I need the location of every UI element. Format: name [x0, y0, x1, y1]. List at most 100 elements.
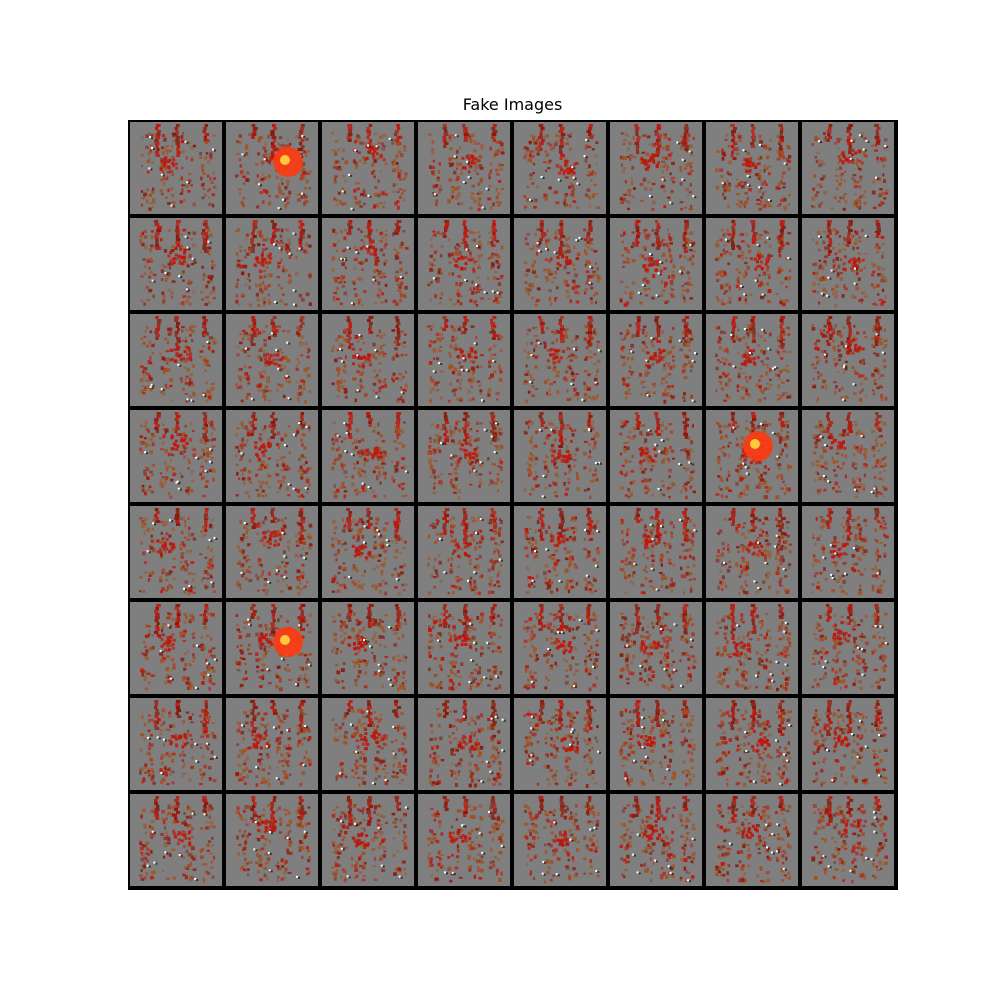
generated-image-tile: [802, 410, 894, 502]
tile-texture: [331, 796, 409, 883]
generated-image-tile: [706, 218, 798, 310]
generated-image-tile: [226, 410, 318, 502]
tile-texture: [619, 412, 696, 500]
generated-image-tile: [322, 218, 414, 310]
generated-image-tile: [514, 698, 606, 790]
tile-texture: [427, 220, 504, 307]
generated-image-tile: [418, 410, 510, 502]
tile-texture: [715, 700, 793, 787]
figure-title: Fake Images: [462, 95, 563, 114]
tile-texture: [235, 124, 313, 211]
tile-texture: [140, 124, 217, 212]
generated-image-tile: [706, 314, 798, 406]
tile-texture: [524, 508, 601, 595]
tile-texture: [811, 316, 888, 403]
tile-texture: [139, 700, 218, 786]
tile-texture: [715, 220, 792, 307]
generated-image-tile: [706, 794, 798, 886]
tile-texture: [427, 412, 504, 500]
generated-image-tile: [322, 794, 414, 886]
tile-texture: [811, 796, 889, 884]
tile-texture: [235, 700, 312, 788]
tile-texture: [715, 604, 792, 692]
tile-texture: [811, 508, 889, 596]
generated-image-tile: [610, 698, 702, 790]
tile-texture: [811, 124, 889, 211]
tile-texture: [139, 316, 217, 403]
tile-texture: [715, 124, 792, 211]
tile-texture: [235, 412, 313, 499]
tile-texture: [715, 412, 793, 500]
tile-texture: [331, 220, 409, 307]
tile-texture: [619, 604, 697, 691]
generated-image-tile: [706, 698, 798, 790]
generated-image-tile: [514, 218, 606, 310]
generated-image-tile: [706, 506, 798, 598]
generated-image-tile: [322, 602, 414, 694]
generated-image-tile: [130, 506, 222, 598]
tile-texture: [715, 316, 793, 403]
generated-image-tile: [418, 506, 510, 598]
generated-image-tile: [802, 122, 894, 214]
tile-texture: [811, 412, 888, 499]
tile-texture: [428, 700, 506, 788]
generated-image-tile: [610, 506, 702, 598]
tile-texture: [139, 796, 216, 883]
generated-image-tile: [802, 218, 894, 310]
generated-image-tile: [802, 314, 894, 406]
generated-image-tile: [610, 314, 702, 406]
generated-image-tile: [418, 218, 510, 310]
generated-image-tile: [130, 602, 222, 694]
generated-image-tile: [322, 410, 414, 502]
generated-image-tile: [418, 794, 510, 886]
tile-texture: [619, 508, 698, 595]
tile-texture: [235, 796, 312, 882]
generated-image-tile: [226, 122, 318, 214]
generated-image-tile: [226, 218, 318, 310]
image-grid: [128, 120, 898, 890]
generated-image-tile: [514, 314, 606, 406]
tile-texture: [331, 604, 408, 692]
generated-image-tile: [610, 794, 702, 886]
generated-image-tile: [514, 506, 606, 598]
tile-texture: [427, 796, 505, 883]
generated-image-tile: [226, 698, 318, 790]
generated-image-tile: [418, 698, 510, 790]
generated-image-tile: [802, 602, 894, 694]
generated-image-tile: [610, 410, 702, 502]
generated-image-tile: [706, 410, 798, 502]
generated-image-tile: [802, 794, 894, 886]
tile-texture: [523, 604, 600, 692]
generated-image-tile: [226, 314, 318, 406]
generated-image-tile: [322, 698, 414, 790]
generated-image-tile: [130, 218, 222, 310]
tile-texture: [523, 412, 602, 500]
tile-texture: [715, 508, 793, 595]
tile-texture: [619, 316, 698, 404]
generated-image-tile: [514, 410, 606, 502]
tile-texture: [523, 316, 602, 403]
tile-texture: [619, 124, 697, 211]
generated-image-tile: [514, 122, 606, 214]
generated-image-tile: [130, 410, 222, 502]
tile-texture: [811, 604, 889, 691]
generated-image-tile: [610, 122, 702, 214]
tile-texture: [427, 316, 504, 403]
tile-texture: [331, 412, 409, 499]
generated-image-tile: [226, 506, 318, 598]
tile-texture: [715, 796, 792, 884]
tile-texture: [812, 220, 888, 308]
generated-image-tile: [514, 602, 606, 694]
tile-texture: [427, 508, 504, 596]
tile-texture: [619, 700, 697, 787]
tile-texture: [139, 604, 218, 691]
generated-image-tile: [610, 602, 702, 694]
generated-image-tile: [418, 602, 510, 694]
generated-image-tile: [802, 698, 894, 790]
tile-texture: [523, 220, 601, 307]
generated-image-tile: [418, 122, 510, 214]
generated-image-tile: [418, 314, 510, 406]
tile-texture: [331, 124, 408, 211]
tile-texture: [523, 700, 602, 788]
generated-image-tile: [130, 698, 222, 790]
